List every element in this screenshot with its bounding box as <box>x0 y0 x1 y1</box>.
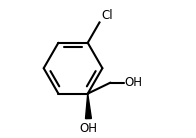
Text: Cl: Cl <box>101 9 113 22</box>
Text: OH: OH <box>124 76 142 89</box>
Text: OH: OH <box>79 122 97 135</box>
Polygon shape <box>85 94 91 119</box>
